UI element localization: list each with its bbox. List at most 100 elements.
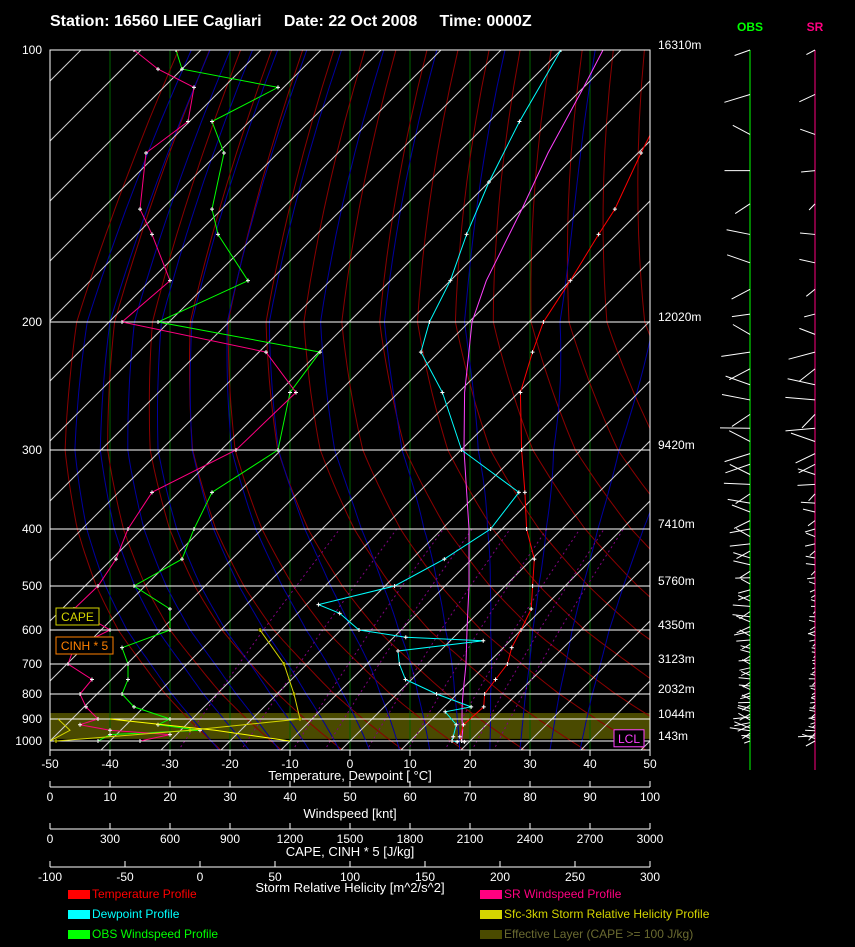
wind-vector [809, 589, 816, 593]
moist-adiabat [549, 337, 650, 750]
obs-windspeed-profile-point [108, 732, 112, 737]
sr-windspeed-profile-point [108, 728, 112, 733]
temperature-tick-label: -30 [161, 757, 179, 771]
wind-vector [810, 697, 816, 700]
wind-vector [799, 258, 816, 264]
obs-windspeed-profile-point [132, 704, 136, 709]
mixing-ratio-line [178, 528, 341, 750]
temperature-tick-label: -50 [41, 757, 59, 771]
cinh-profile [50, 718, 71, 742]
dewpoint-profile-point [481, 638, 486, 643]
mixing-ratio-line [444, 528, 581, 750]
dry-adiabat [705, 50, 855, 751]
moist-adiabat [579, 510, 650, 750]
obs-windspeed-profile-point [180, 67, 184, 72]
profile-lines [50, 50, 650, 744]
wind-vector [733, 520, 751, 529]
lcl-marker-box [613, 729, 645, 748]
height-label: 143m [658, 729, 688, 743]
wind-vector [735, 528, 751, 537]
obs-windspeed-profile-point [210, 207, 214, 212]
sr-windspeed-profile-point [90, 677, 94, 682]
wind-vector [741, 692, 751, 697]
wind-vector [736, 615, 751, 623]
legend-swatch [68, 930, 90, 939]
cape-tick-label: 1200 [277, 832, 304, 846]
sr-windspeed-profile-point [66, 662, 70, 666]
sr-windspeed-profile-point [234, 448, 238, 452]
wind-vector [812, 705, 816, 709]
temperature-profile-point [518, 390, 523, 395]
wind-vector [798, 368, 816, 382]
sr-windspeed-profile-point [96, 717, 100, 721]
windspeed-tick-label: 40 [283, 790, 297, 804]
dry-adiabat [189, 50, 404, 750]
sr-windspeed-profile-point [120, 320, 124, 324]
obs-windspeed-profile-point [120, 645, 124, 650]
wind-vector [809, 709, 816, 712]
temperature-profile-point [568, 278, 573, 283]
wind-vector [724, 93, 751, 103]
cinh-marker: CINH * 5 [61, 639, 109, 653]
chart-title: Station: 16560 LIEE Cagliari Date: 22 Oc… [50, 13, 532, 31]
temperature-tick-label: -40 [101, 757, 119, 771]
obs-windspeed-profile-point [210, 490, 214, 495]
dewpoint-profile-point [395, 649, 400, 654]
temperature-tick-label: 50 [643, 757, 657, 771]
legend-entry: Temperature Profile [92, 887, 197, 901]
moist-adiabat [268, 50, 401, 750]
temperature-profile [459, 134, 650, 743]
obs-windspeed-profile-point [210, 119, 214, 124]
wind-vector [737, 724, 751, 732]
temperature-profile-point [481, 704, 486, 709]
date-label: Date: 22 Oct 2008 [283, 13, 418, 30]
wind-vector [810, 722, 816, 725]
temperature-profile-point [541, 320, 546, 324]
sr-windspeed-profile-point [150, 232, 154, 237]
wind-vector [807, 577, 816, 580]
isotherm [50, 50, 502, 502]
legend-entry: OBS Windspeed Profile [92, 927, 219, 941]
dry-adiabat [737, 50, 855, 751]
dry-adiabat [454, 50, 650, 641]
wind-vector [738, 589, 751, 594]
obs-windspeed-profile-point [180, 557, 184, 562]
cape-tick-label: 2700 [577, 832, 604, 846]
temperature-profile-point [519, 448, 524, 452]
obs-windspeed-profile [97, 50, 321, 742]
sr-windspeed-profile-point [264, 350, 268, 355]
windspeed-tick-label: 100 [640, 790, 660, 804]
wind-vector [808, 725, 816, 729]
sr-windspeed-profile-point [126, 527, 130, 531]
wind-vector [732, 324, 751, 335]
cinh-marker-box [55, 636, 114, 655]
wind-vector [733, 630, 751, 636]
wind-vector [808, 203, 816, 211]
legend-entry: Dewpoint Profile [92, 907, 180, 921]
isotherm [50, 50, 562, 562]
obs-windspeed-profile-point [168, 717, 172, 721]
legend-entry: Sfc-3km Storm Relative Helicity Profile [504, 907, 710, 921]
sr-windspeed-profile-point [168, 732, 172, 737]
obs-windspeed-profile-point [126, 662, 130, 666]
wind-vector [788, 351, 816, 360]
temperature-profile-point [462, 739, 467, 744]
isotherm [50, 50, 442, 442]
moist-adiabat [320, 50, 431, 750]
helicity-tick-label: 100 [340, 870, 360, 884]
windspeed-tick-label: 60 [403, 790, 417, 804]
isotherm [50, 50, 622, 622]
wind-vector [808, 733, 816, 741]
cape-profile-point [188, 728, 192, 733]
wind-vector [732, 614, 751, 618]
obs-windspeed-profile-point [174, 50, 178, 52]
wind-vector [799, 232, 816, 235]
wind-vector [810, 701, 816, 704]
wind-vector [737, 705, 751, 709]
wind-vector [744, 740, 751, 744]
isotherm [220, 320, 650, 750]
dewpoint-profile-point [486, 180, 491, 185]
temperature-tick-label: -20 [221, 757, 239, 771]
wind-vector [810, 570, 816, 576]
